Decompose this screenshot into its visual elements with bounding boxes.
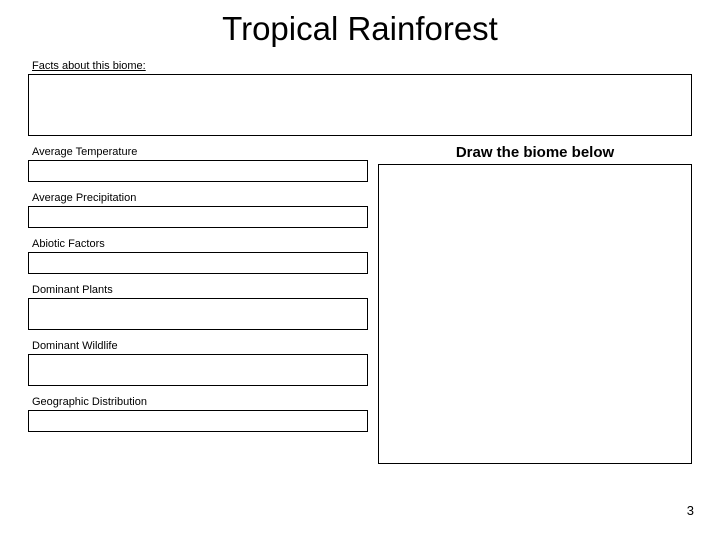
draw-column: Draw the biome below [378,146,692,464]
field-dominant-wildlife: Dominant Wildlife [28,340,368,386]
facts-label: Facts about this biome: [32,60,700,72]
main-content-row: Average Temperature Average Precipitatio… [28,146,692,464]
facts-input-box[interactable] [28,74,692,136]
fields-column: Average Temperature Average Precipitatio… [28,146,368,464]
field-geographic-distribution: Geographic Distribution [28,396,368,432]
avg-precip-label: Average Precipitation [32,192,368,204]
field-dominant-plants: Dominant Plants [28,284,368,330]
field-avg-temperature: Average Temperature [28,146,368,182]
draw-area[interactable] [378,164,692,464]
biome-worksheet-page: Tropical Rainforest Facts about this bio… [0,0,720,540]
plants-label: Dominant Plants [32,284,368,296]
abiotic-label: Abiotic Factors [32,238,368,250]
abiotic-input[interactable] [28,252,368,274]
avg-temp-label: Average Temperature [32,146,368,158]
avg-temp-input[interactable] [28,160,368,182]
avg-precip-input[interactable] [28,206,368,228]
page-title: Tropical Rainforest [20,0,700,60]
geo-label: Geographic Distribution [32,396,368,408]
geo-input[interactable] [28,410,368,432]
plants-input[interactable] [28,298,368,330]
wildlife-label: Dominant Wildlife [32,340,368,352]
page-number: 3 [687,503,694,518]
field-avg-precipitation: Average Precipitation [28,192,368,228]
field-abiotic-factors: Abiotic Factors [28,238,368,274]
draw-label: Draw the biome below [378,144,692,161]
wildlife-input[interactable] [28,354,368,386]
